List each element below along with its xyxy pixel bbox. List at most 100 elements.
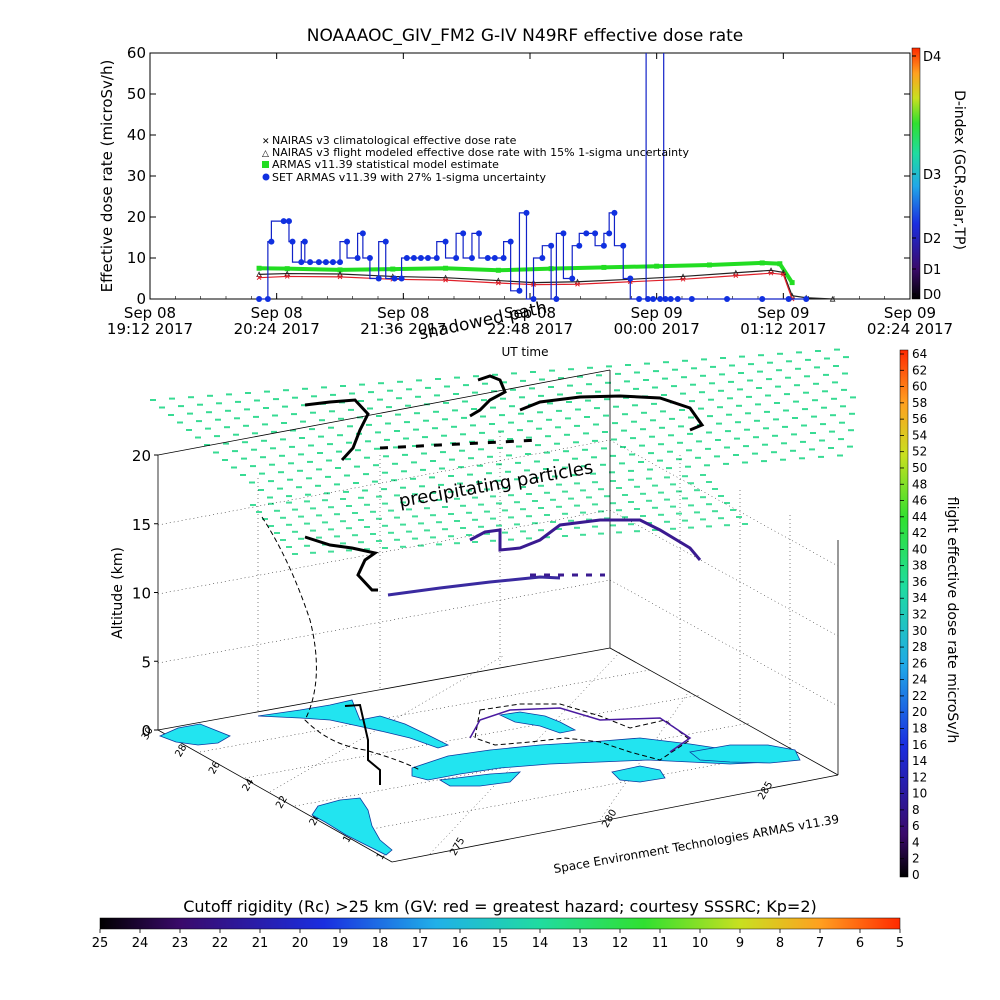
y-tick-label: 10 (127, 249, 146, 267)
data-point (829, 295, 836, 302)
x-tick-label-date: Sep 08 (377, 304, 429, 322)
colorbar-tick-label: 22 (912, 689, 927, 703)
legend-marker-climatological: ✕ (262, 137, 270, 147)
grid-line (157, 439, 611, 526)
colorbar-tick-label: 14 (912, 754, 927, 768)
data-point (460, 230, 467, 237)
data-point (620, 242, 627, 249)
x-tick-label-time: 02:24 2017 (867, 320, 953, 338)
data-point (443, 265, 449, 271)
grid-line (199, 669, 651, 753)
data-point (354, 255, 361, 261)
colorbar-tick-label: 7 (816, 936, 824, 951)
altitude-axis-label: Altitude (km) (110, 547, 126, 639)
y-axis: 0 10 20 30 40 50 60 (127, 44, 910, 308)
data-point (433, 255, 440, 261)
colorbar-tick-label: 8 (776, 936, 784, 951)
colorbar-tick-label: 50 (912, 461, 927, 475)
colorbar-tick-label: 30 (912, 624, 927, 638)
grid-line (609, 579, 839, 707)
data-point (391, 275, 398, 282)
altitude-tick-label: 15 (132, 516, 151, 534)
ground-path (261, 516, 421, 771)
data-point (375, 275, 382, 282)
data-point (256, 296, 263, 302)
data-point (606, 230, 613, 237)
legend: ✕ NAIRAS v3 climatological effective dos… (262, 134, 689, 184)
ground-path-black (344, 703, 381, 785)
colorbar-tick-label: 28 (912, 640, 927, 654)
colorbar-tick-label: 62 (912, 363, 927, 377)
colorbar-tick-label: 60 (912, 380, 927, 394)
data-point (516, 287, 523, 294)
flight-path-blue (387, 575, 561, 597)
land-yucatan (158, 723, 231, 746)
colorbar-tick-label: 11 (652, 936, 669, 951)
flight-path-top-east (469, 374, 507, 418)
legend-marker-flight-modeled: △ (262, 149, 269, 159)
box-edge-back-bottom (157, 647, 611, 731)
data-point (453, 255, 460, 261)
legend-marker-set-armas (262, 173, 270, 181)
y-tick-label: 0 (136, 290, 146, 308)
data-point (627, 275, 634, 282)
3d-grid (157, 432, 839, 855)
box-edge-front-bottom (157, 729, 393, 863)
colorbar-tick-label: 14 (532, 936, 549, 951)
grid-line (157, 509, 611, 595)
ground-path-segment (344, 703, 381, 785)
colorbar-tick-label: 15 (492, 936, 509, 951)
y-tick-label: 50 (127, 85, 146, 103)
data-point (680, 276, 686, 282)
data-point (539, 255, 546, 261)
ground-path-segment (469, 707, 692, 753)
colorbar-tick-label: 16 (912, 738, 927, 752)
colorbar-tick-label: 10 (912, 787, 927, 801)
data-point (284, 266, 290, 272)
land-florida (257, 699, 450, 749)
colorbar-tick-label: 18 (912, 721, 927, 735)
flight-dose-colorbar-label: flight effective dose rate microSv/h (944, 497, 960, 743)
data-point (424, 255, 431, 261)
flight-path-top-dash (379, 438, 541, 450)
colorbar-tick-label: 5 (896, 936, 904, 951)
data-point (768, 270, 774, 276)
data-point (592, 230, 599, 237)
data-point (289, 238, 296, 245)
data-point (491, 255, 498, 261)
latitude-axis: 3028262422201816 (140, 725, 391, 862)
legend-entry-climatological: NAIRAS v3 climatological effective dose … (272, 134, 517, 147)
data-point (298, 259, 305, 266)
x-tick-label-time: 19:12 2017 (107, 320, 193, 338)
box-edge-back-top (157, 369, 611, 456)
colorbar-tick-label: 16 (452, 936, 469, 951)
data-point (777, 261, 783, 267)
colorbar-tick-label: 23 (172, 936, 189, 951)
cutoff-rigidity-title: Cutoff rigidity (Rc) >25 km (GV: red = g… (183, 897, 817, 916)
colorbar-tick-label: 56 (912, 412, 927, 426)
colorbar-tick-label: 12 (612, 936, 629, 951)
colorbar-tick-label: 24 (132, 936, 149, 951)
data-point (256, 271, 262, 277)
colorbar-tick-label: 6 (912, 819, 920, 833)
data-point (285, 218, 292, 225)
data-point (417, 255, 424, 261)
colorbar-tick-label: 32 (912, 608, 927, 622)
series-line (259, 212, 807, 300)
data-point (359, 230, 366, 237)
x-tick-label-date: Sep 09 (631, 304, 683, 322)
data-point (256, 265, 262, 271)
y-axis-label: Effective dose rate (microSv/h) (98, 60, 116, 293)
colorbar-tick-label: 48 (912, 477, 927, 491)
box-edge-back-right (609, 647, 839, 776)
colorbar-tick-label: 19 (332, 936, 349, 951)
colorbar-tick-label: 0 (912, 868, 920, 882)
data-point (315, 259, 322, 266)
data-point (569, 275, 576, 282)
data-point (268, 238, 275, 245)
data-point (475, 230, 482, 237)
flight-path-black (304, 535, 379, 592)
flight-path-top (304, 374, 705, 462)
longitude-axis: 275 280 285 (448, 780, 775, 858)
data-point (674, 296, 681, 302)
